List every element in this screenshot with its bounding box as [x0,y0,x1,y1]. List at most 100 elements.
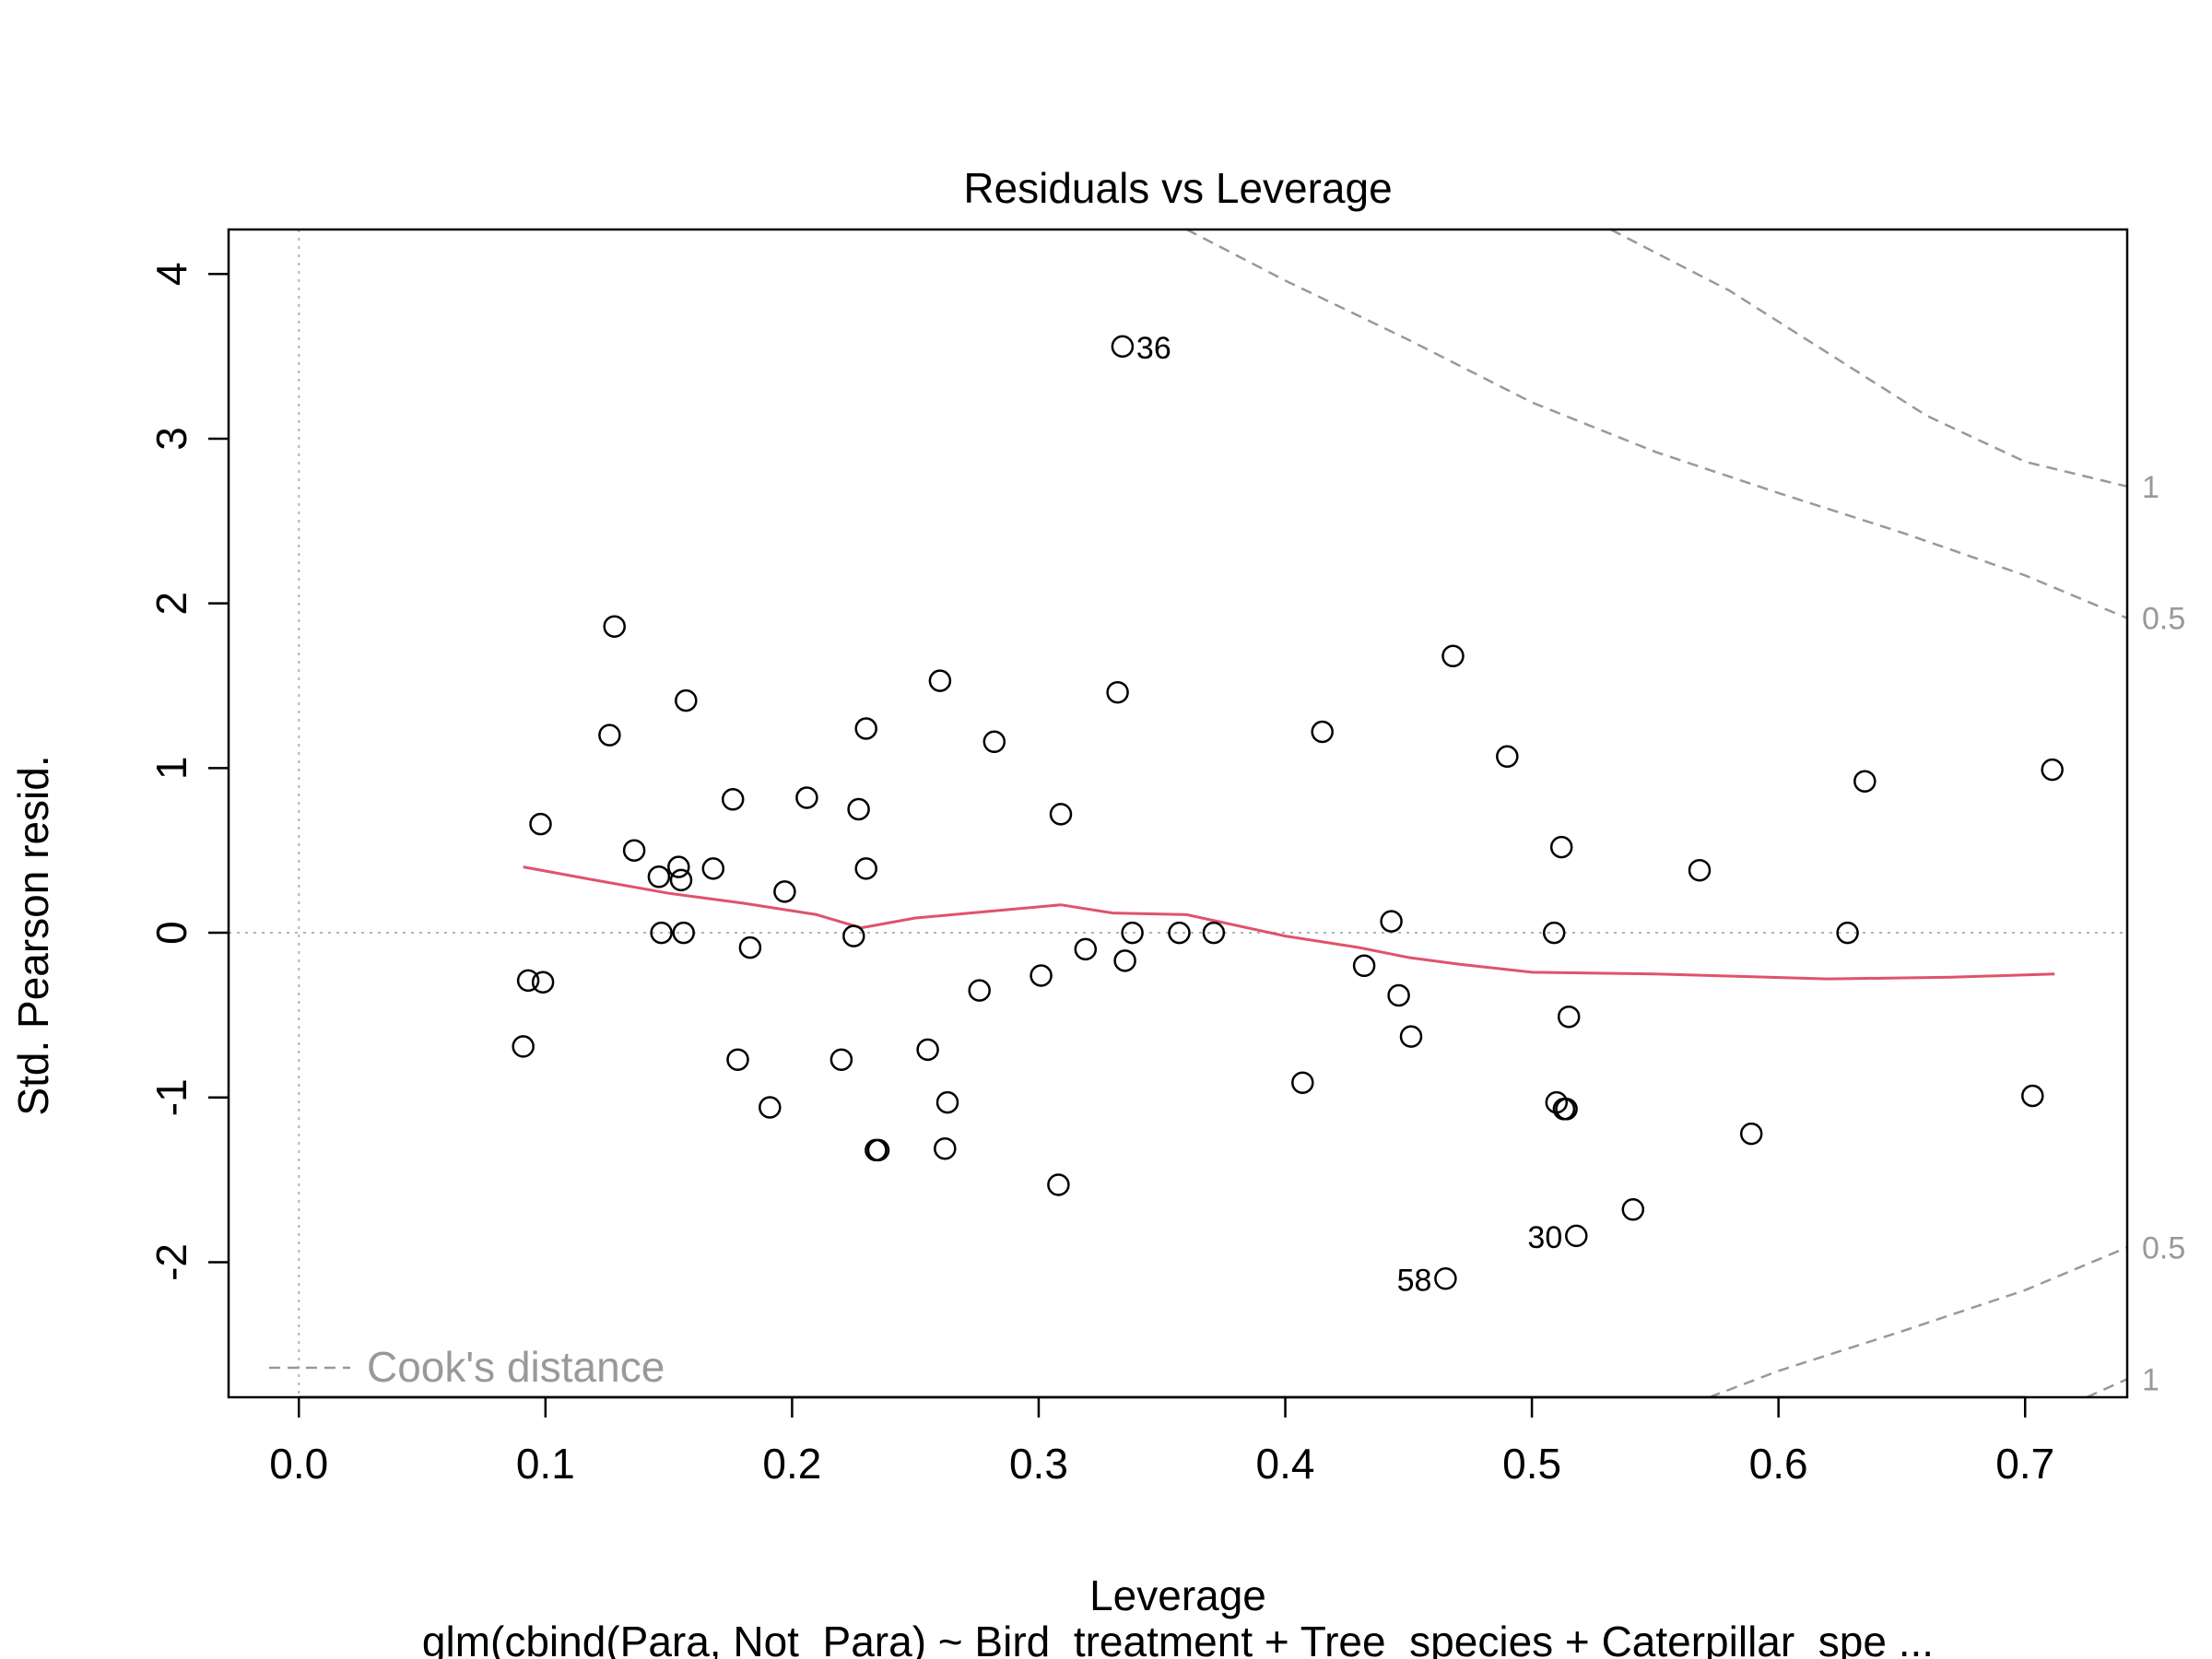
data-point [1047,1173,1070,1196]
data-point [1565,1224,1588,1248]
point-id-label: 30 [1527,1220,1562,1255]
data-point [1202,921,1226,945]
data-point [2041,758,2064,782]
data-point [1399,1025,1423,1048]
data-point [1387,983,1410,1007]
y-axis-label: Std. Pearson resid. [9,755,57,1115]
data-point [672,921,695,945]
data-point [1380,910,1403,933]
data-point [667,855,690,878]
cooks-distance-contour [1185,228,2128,619]
data-point [1352,954,1376,978]
cooks-distance-contour-label: 1 [2142,1362,2159,1397]
y-tick-label: 0 [147,921,195,945]
y-tick-label: -2 [147,1243,195,1281]
data-point [1621,1198,1645,1221]
data-point [1542,921,1566,945]
data-point [759,1096,782,1119]
data-point [795,786,818,809]
data-point [1049,803,1073,826]
data-point [726,1048,749,1071]
model-formula-subtitle: glm(cbind(Para, Not_Para) ~ Bird_treatme… [422,1618,1934,1659]
data-point [622,839,646,862]
data-point [1074,937,1098,961]
data-point [529,812,552,836]
cooks-distance-contour [1610,228,2128,488]
data-point [1836,921,1859,945]
data-point [516,969,540,993]
point-id-label: 36 [1136,331,1171,366]
smoother-line [523,865,2055,981]
legend-label: Cook's distance [367,1343,665,1391]
x-tick-label: 0.4 [1256,1440,1315,1488]
cooks-distance-contour-label: 0.5 [2142,602,2185,637]
data-point [916,1038,939,1062]
data-point [982,730,1006,754]
y-axis: -2 -1 0 1 2 3 4 [147,262,229,1281]
data-point [721,788,745,811]
x-tick-label: 0.6 [1749,1440,1808,1488]
x-tick-label: 0.5 [1502,1440,1561,1488]
data-point [701,857,725,880]
x-tick-label: 0.2 [762,1440,821,1488]
data-point [1291,1071,1314,1094]
x-tick-label: 0.7 [1995,1440,2054,1488]
y-tick-label: 2 [147,592,195,616]
data-point [1441,644,1465,668]
data-point [773,880,796,903]
data-point [531,971,555,994]
data-point [1030,964,1053,987]
data-point [675,688,698,712]
x-tick-label: 0.0 [269,1440,328,1488]
data-point [1434,1267,1457,1290]
data-point [1555,1098,1578,1121]
data-point [1688,858,1712,882]
data-point [928,669,952,692]
data-point [866,1138,890,1162]
data-point [1113,949,1136,972]
data-point [738,935,762,959]
x-axis: 0.0 0.1 0.2 0.3 0.4 0.5 0.6 0.7 [269,1395,2054,1488]
legend: Cook's distance [269,1343,665,1391]
data-point [1311,720,1334,744]
plot-frame [227,228,2129,1399]
data-point [854,857,877,880]
data-point [603,615,626,638]
cooks-distance-contour-label: 1 [2142,470,2159,505]
data-point [669,868,693,892]
cooks-distance-contour [1709,1246,2128,1399]
data-point [1111,335,1135,359]
cooks-distance-contour [2086,1378,2128,1399]
y-tick-label: 1 [147,757,195,781]
data-point [598,724,621,747]
cooks-distance-contour-label: 0.5 [2142,1230,2185,1265]
point-id-label: 58 [1397,1263,1432,1298]
data-point [830,1048,853,1071]
x-tick-label: 0.1 [516,1440,575,1488]
data-point [1106,680,1129,704]
data-point [512,1035,535,1058]
data-point [1168,921,1191,945]
data-point [847,797,870,821]
data-point [1853,770,1877,793]
data-point [2021,1084,2044,1108]
chart-title: Residuals vs Leverage [963,164,1392,212]
data-point [1496,745,1519,769]
x-axis-label: Leverage [1089,1571,1266,1619]
data-point [842,924,865,947]
data-point [935,1090,959,1114]
data-point [1557,1005,1581,1029]
data-point [968,979,991,1002]
data-point [647,865,671,888]
y-tick-label: 4 [147,262,195,286]
data-point [650,921,673,945]
data-point [1121,921,1144,945]
y-tick-label: -1 [147,1078,195,1116]
data-point [854,717,877,740]
data-point [934,1136,957,1160]
data-point [1549,835,1573,859]
data-point [1739,1122,1763,1146]
y-tick-label: 3 [147,427,195,451]
x-tick-label: 0.3 [1009,1440,1068,1488]
